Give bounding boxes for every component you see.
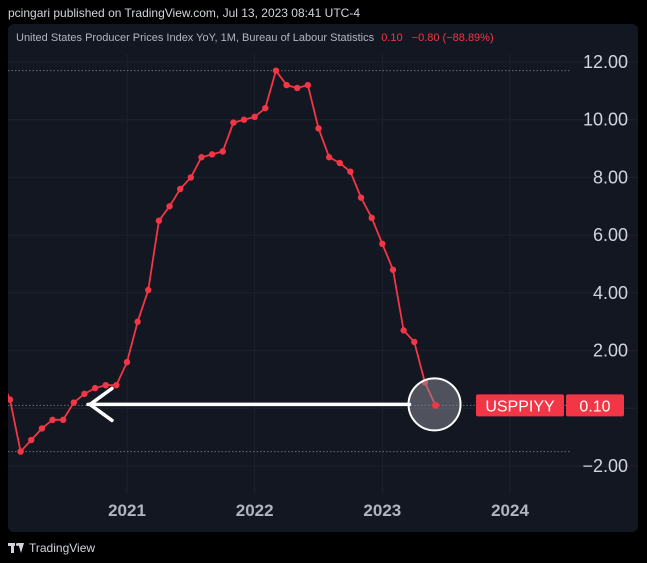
tradingview-logo-icon xyxy=(8,543,24,553)
data-point[interactable] xyxy=(315,125,322,132)
data-point[interactable] xyxy=(400,327,407,334)
data-point[interactable] xyxy=(379,240,386,247)
footer-brand[interactable]: TradingView xyxy=(8,541,95,555)
data-point[interactable] xyxy=(81,390,88,398)
x-tick-label: 2024 xyxy=(491,501,529,520)
value-tag-label[interactable]: 0.10 xyxy=(579,398,610,415)
data-point[interactable] xyxy=(230,119,237,126)
chart-frame[interactable]: 12.00 10.00 8.00 6.00 4.00 2.00 −2.00 2021 2022 2… xyxy=(8,24,638,532)
data-point[interactable] xyxy=(294,84,301,92)
x-tick-label: 2021 xyxy=(108,501,146,520)
data-point[interactable] xyxy=(155,217,163,224)
data-point[interactable] xyxy=(102,382,109,389)
symbol-tag-label[interactable]: USPPIYY xyxy=(485,398,555,415)
series-line xyxy=(8,69,437,453)
data-point[interactable] xyxy=(411,338,418,346)
data-point[interactable] xyxy=(91,384,99,392)
x-tick-label: 2023 xyxy=(363,501,401,520)
y-tick-label: 2.00 xyxy=(593,341,628,361)
data-point[interactable] xyxy=(347,168,354,175)
data-point[interactable] xyxy=(17,448,24,455)
data-point[interactable] xyxy=(368,214,375,222)
y-tick-label: 12.00 xyxy=(583,52,628,72)
footer-brand-label: TradingView xyxy=(29,541,96,555)
chart-legend[interactable]: United States Producer Prices Index YoY,… xyxy=(16,32,494,44)
data-point[interactable] xyxy=(123,358,131,366)
published-caption: pcingari published on TradingView.com, J… xyxy=(8,6,360,20)
data-point[interactable] xyxy=(198,154,205,161)
y-tick-label: 6.00 xyxy=(593,225,628,245)
data-point[interactable] xyxy=(251,113,258,121)
data-point[interactable] xyxy=(166,203,173,210)
data-point[interactable] xyxy=(336,159,343,167)
symbol-tag-bg xyxy=(476,394,564,417)
data-point[interactable] xyxy=(113,382,120,389)
data-point[interactable] xyxy=(187,174,195,181)
data-point[interactable] xyxy=(38,425,46,432)
data-point[interactable] xyxy=(59,416,67,424)
data-point[interactable] xyxy=(28,436,35,444)
data-point[interactable] xyxy=(357,194,365,201)
data-point[interactable] xyxy=(134,318,141,325)
value-tag-bg xyxy=(566,394,624,417)
data-point[interactable] xyxy=(8,396,14,403)
y-tick-label: 8.00 xyxy=(593,167,628,187)
legend-change: −0.80 (−88.89%) xyxy=(411,32,494,44)
data-point[interactable] xyxy=(304,81,312,89)
arrow-annotation-head[interactable] xyxy=(88,386,114,423)
y-tick-label: 10.00 xyxy=(583,110,628,130)
chart-svg[interactable]: 12.00 10.00 8.00 6.00 4.00 2.00 −2.00 2021 2022 2… xyxy=(8,24,638,532)
legend-title: United States Producer Prices Index YoY,… xyxy=(16,32,375,44)
data-point[interactable] xyxy=(283,81,290,89)
data-point[interactable] xyxy=(145,286,152,294)
data-point[interactable] xyxy=(208,151,216,158)
data-point[interactable] xyxy=(389,266,397,273)
x-tick-label: 2022 xyxy=(236,501,274,520)
y-tick-label: −2.00 xyxy=(582,456,628,476)
data-point[interactable] xyxy=(70,399,78,406)
data-point[interactable] xyxy=(272,67,280,74)
last-data-point[interactable] xyxy=(432,401,440,409)
data-point[interactable] xyxy=(219,148,226,155)
data-point[interactable] xyxy=(262,104,269,112)
data-point[interactable] xyxy=(49,416,56,424)
y-tick-label: 4.00 xyxy=(593,283,628,303)
data-point[interactable] xyxy=(240,116,248,123)
legend-last-value: 0.10 xyxy=(381,32,403,44)
data-point[interactable] xyxy=(176,185,184,193)
data-point[interactable] xyxy=(325,154,333,161)
